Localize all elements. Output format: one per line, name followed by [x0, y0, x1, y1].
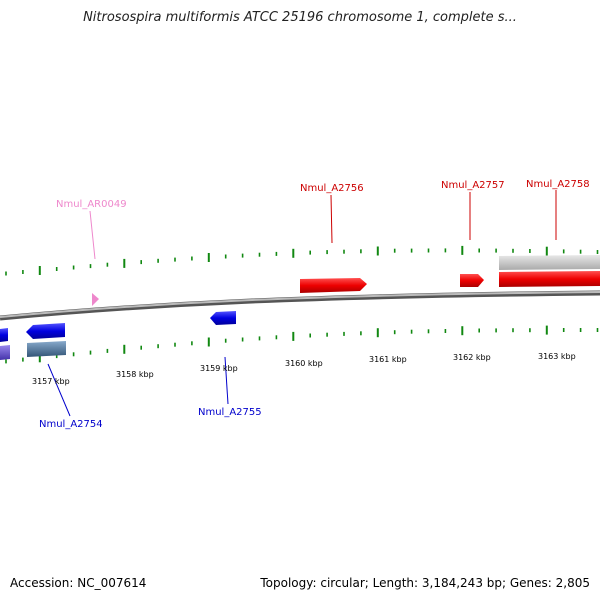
label-nmul-ar0049[interactable]: Nmul_AR0049 — [56, 199, 127, 210]
leader-nmul-a2755 — [224, 356, 229, 405]
gene-left-edge-blue[interactable] — [0, 328, 8, 342]
chromosome-backbone — [0, 290, 600, 321]
label-nmul-a2756[interactable]: Nmul_A2756 — [300, 183, 364, 194]
label-nmul-a2754[interactable]: Nmul_A2754 — [39, 419, 103, 430]
gene-nmul-a2754[interactable] — [26, 323, 65, 339]
scale-label-3157: 3157 kbp — [32, 377, 70, 386]
gene-nmul-a2756[interactable] — [300, 278, 367, 293]
leader-nmul-a2756 — [330, 194, 333, 244]
scale-label-3160: 3160 kbp — [285, 359, 323, 368]
inner-tick-ring — [5, 325, 599, 364]
accession-text: Accession: NC_007614 — [10, 576, 147, 590]
map-title: Nitrosospira multiformis ATCC 25196 chro… — [83, 10, 517, 25]
label-nmul-a2758[interactable]: Nmul_A2758 — [526, 179, 590, 190]
gene-nmul-a2757[interactable] — [460, 274, 484, 287]
leader-nmul-ar0049 — [89, 210, 96, 260]
genome-summary-text: Topology: circular; Length: 3,184,243 bp… — [260, 576, 590, 590]
scale-label-3163: 3163 kbp — [538, 352, 576, 361]
label-nmul-a2755[interactable]: Nmul_A2755 — [198, 407, 262, 418]
chromosome-backbone-highlight — [0, 291, 600, 318]
scale-label-3162: 3162 kbp — [453, 353, 491, 362]
scale-label-3159: 3159 kbp — [200, 364, 238, 373]
outer-tick-ring — [5, 245, 599, 276]
gene-nmul-a2758[interactable] — [499, 271, 600, 287]
leader-nmul-a2754 — [47, 363, 71, 417]
label-nmul-a2757[interactable]: Nmul_A2757 — [441, 180, 505, 191]
rna-nmul-ar0049[interactable] — [92, 293, 99, 306]
scale-label-3158: 3158 kbp — [116, 370, 154, 379]
gene-grey-feature[interactable] — [499, 255, 600, 270]
gene-steel-feature[interactable] — [27, 341, 66, 357]
scale-label-3161: 3161 kbp — [369, 355, 407, 364]
gene-nmul-a2755[interactable] — [210, 311, 236, 325]
gene-violet-feature[interactable] — [0, 345, 10, 360]
